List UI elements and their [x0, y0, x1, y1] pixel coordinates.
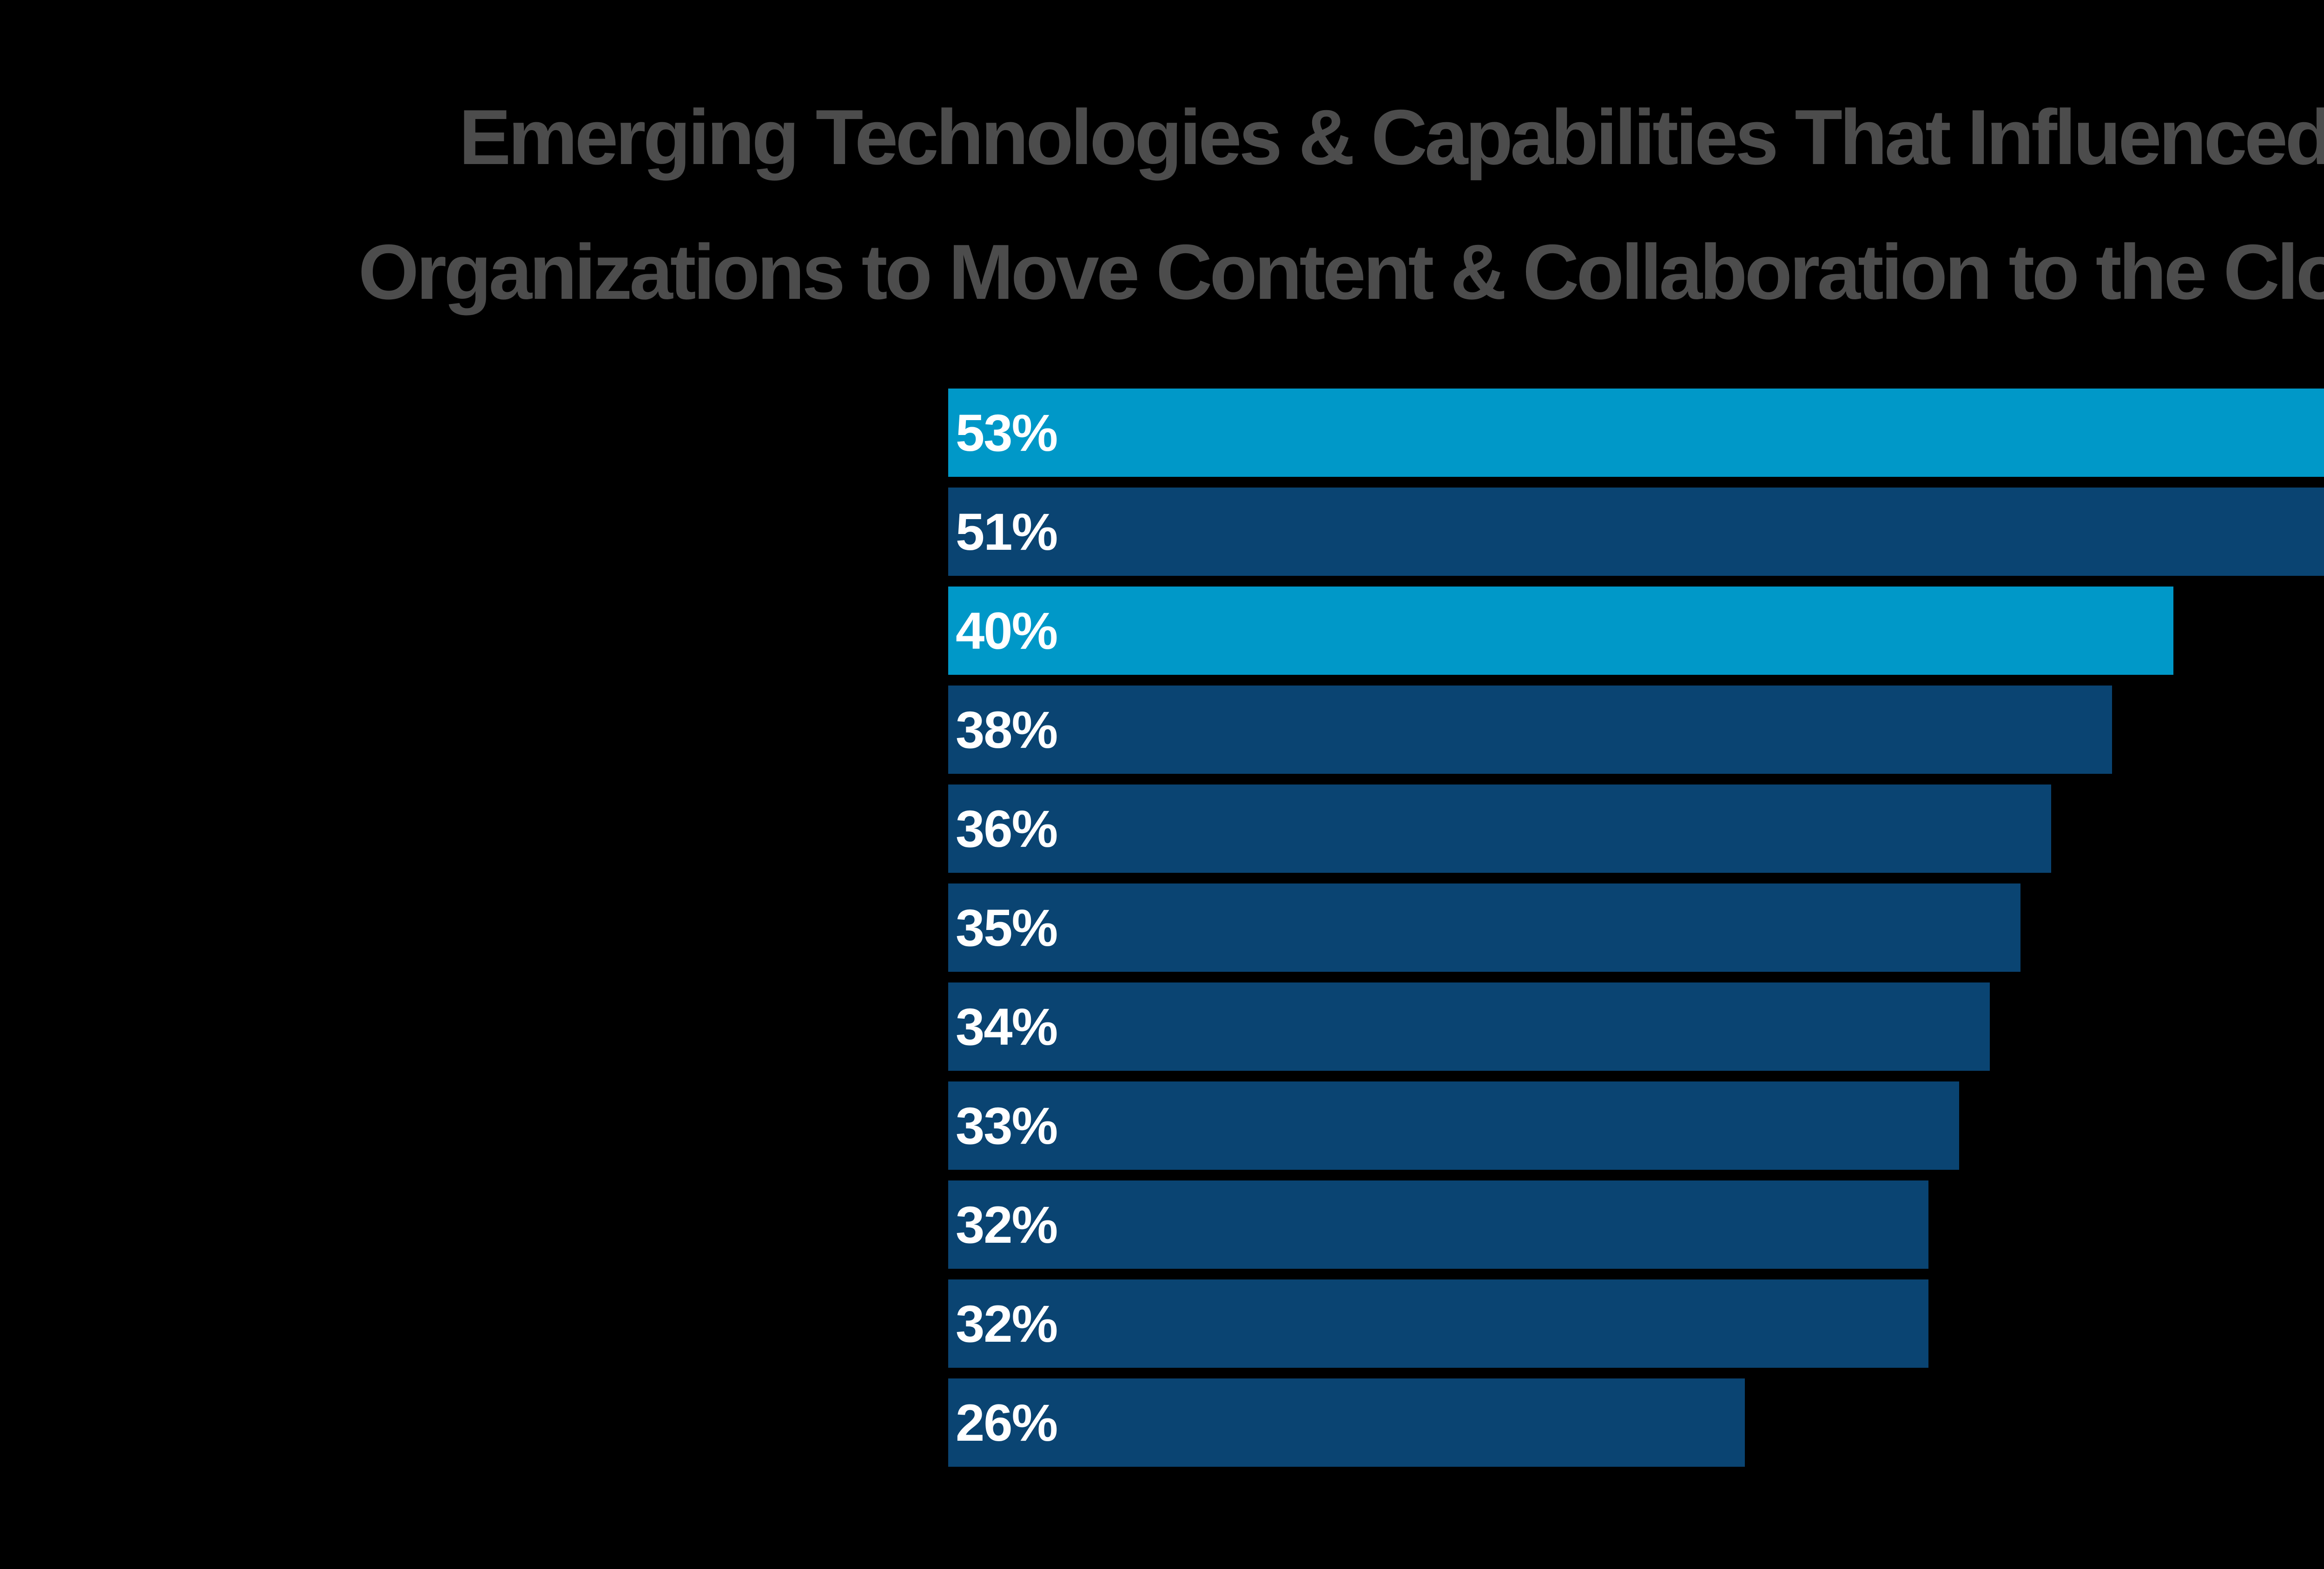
bar-highlighted: 53%: [948, 389, 2324, 477]
bar-row: 35%: [948, 883, 2324, 972]
bar: 51%: [948, 488, 2324, 576]
bar-value-label: 40%: [956, 601, 1058, 660]
chart-title-line2: Organizations to Move Content & Collabor…: [358, 228, 2324, 316]
bar-row: 32%: [948, 1180, 2324, 1269]
bar-value-label: 34%: [956, 997, 1058, 1056]
bar: 38%: [948, 686, 2113, 774]
bar-row: 51%: [948, 488, 2324, 576]
bar-value-label: 32%: [956, 1195, 1058, 1254]
bar-value-label: 26%: [956, 1393, 1058, 1452]
bar: 34%: [948, 982, 1990, 1071]
bar-value-label: 36%: [956, 799, 1058, 858]
bar: 26%: [948, 1378, 1745, 1467]
chart-title-line1: Emerging Technologies & Capabilities Tha…: [459, 93, 2324, 181]
bar-row: 38%: [948, 686, 2324, 774]
bar-value-label: 38%: [956, 700, 1058, 759]
bar-value-label: 35%: [956, 898, 1058, 957]
bar: 36%: [948, 784, 2051, 873]
bar-row: 53%: [948, 389, 2324, 477]
bar-row: 40%: [948, 587, 2324, 675]
bar-value-label: 32%: [956, 1294, 1058, 1353]
bar-row: 34%: [948, 982, 2324, 1071]
bar: 35%: [948, 883, 2020, 972]
bar-row: 26%: [948, 1378, 2324, 1467]
bar-row: 33%: [948, 1081, 2324, 1170]
bar-value-label: 53%: [956, 403, 1058, 462]
bar: 32%: [948, 1279, 1928, 1368]
bar-value-label: 33%: [956, 1096, 1058, 1155]
bar-row: 32%: [948, 1279, 2324, 1368]
chart-title: Emerging Technologies & Capabilities Tha…: [0, 70, 2324, 339]
bar-highlighted: 40%: [948, 587, 2174, 675]
bar-chart: 53% 51% 40% 38% 36% 35% 34% 33% 32% 32% 26%: [948, 389, 2324, 1477]
bar: 33%: [948, 1081, 1959, 1170]
bar: 32%: [948, 1180, 1928, 1269]
bar-value-label: 51%: [956, 502, 1058, 561]
bar-row: 36%: [948, 784, 2324, 873]
